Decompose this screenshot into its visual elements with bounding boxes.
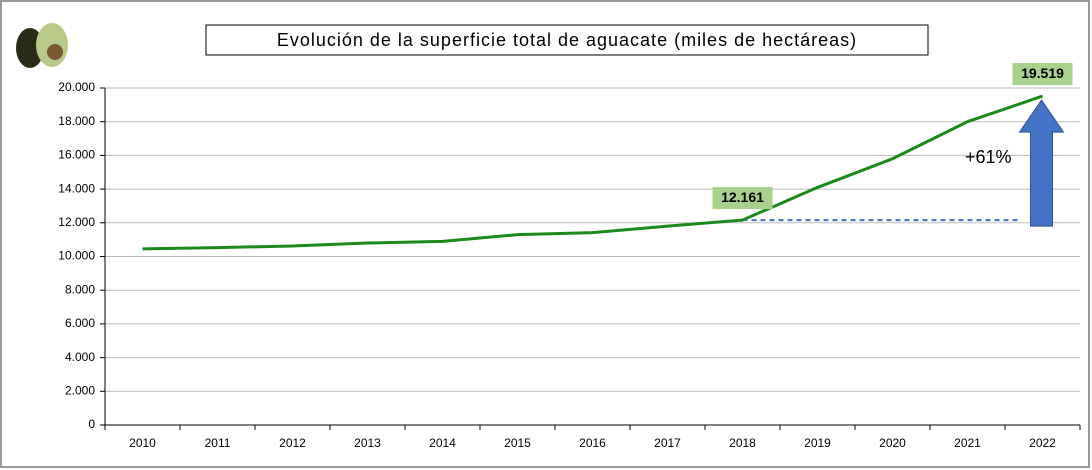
data-label-box: [712, 187, 773, 210]
y-tick-label: 6.000: [65, 316, 95, 330]
y-tick-label: 2.000: [65, 383, 95, 397]
x-tick-label: 2010: [129, 436, 156, 450]
x-tick-label: 2012: [279, 436, 306, 450]
title-box: [205, 24, 929, 56]
x-tick-label: 2013: [354, 436, 381, 450]
x-tick-label: 2018: [729, 436, 756, 450]
x-tick-label: 2022: [1029, 436, 1056, 450]
y-tick-label: 20.000: [58, 80, 95, 94]
data-label-box: [1012, 63, 1073, 86]
y-tick-label: 16.000: [58, 148, 95, 162]
y-tick-label: 4.000: [65, 350, 95, 364]
x-tick-label: 2016: [579, 436, 606, 450]
y-tick-label: 14.000: [58, 181, 95, 195]
y-tick-label: 18.000: [58, 114, 95, 128]
annotation: +61%: [965, 147, 1012, 167]
data-label: 12.161: [721, 189, 764, 205]
x-tick-label: 2011: [205, 436, 231, 450]
y-tick-label: 12.000: [58, 215, 95, 229]
y-tick-label: 10.000: [58, 249, 95, 263]
data-label: 19.519: [1021, 65, 1064, 81]
growth-arrow: [1018, 99, 1065, 227]
chart-title: Evolución de la superficie total de agua…: [277, 30, 857, 50]
x-tick-label: 2017: [654, 436, 681, 450]
line: [142, 94, 1043, 251]
x-tick-label: 2020: [879, 436, 906, 450]
x-tick-label: 2014: [429, 436, 456, 450]
x-tick-label: 2015: [504, 436, 531, 450]
y-tick-label: 8.000: [65, 282, 95, 296]
avocado-icon: [16, 23, 68, 68]
x-tick-label: 2021: [954, 436, 981, 450]
x-tick-label: 2019: [804, 436, 831, 450]
y-tick-label: 0: [88, 417, 95, 431]
